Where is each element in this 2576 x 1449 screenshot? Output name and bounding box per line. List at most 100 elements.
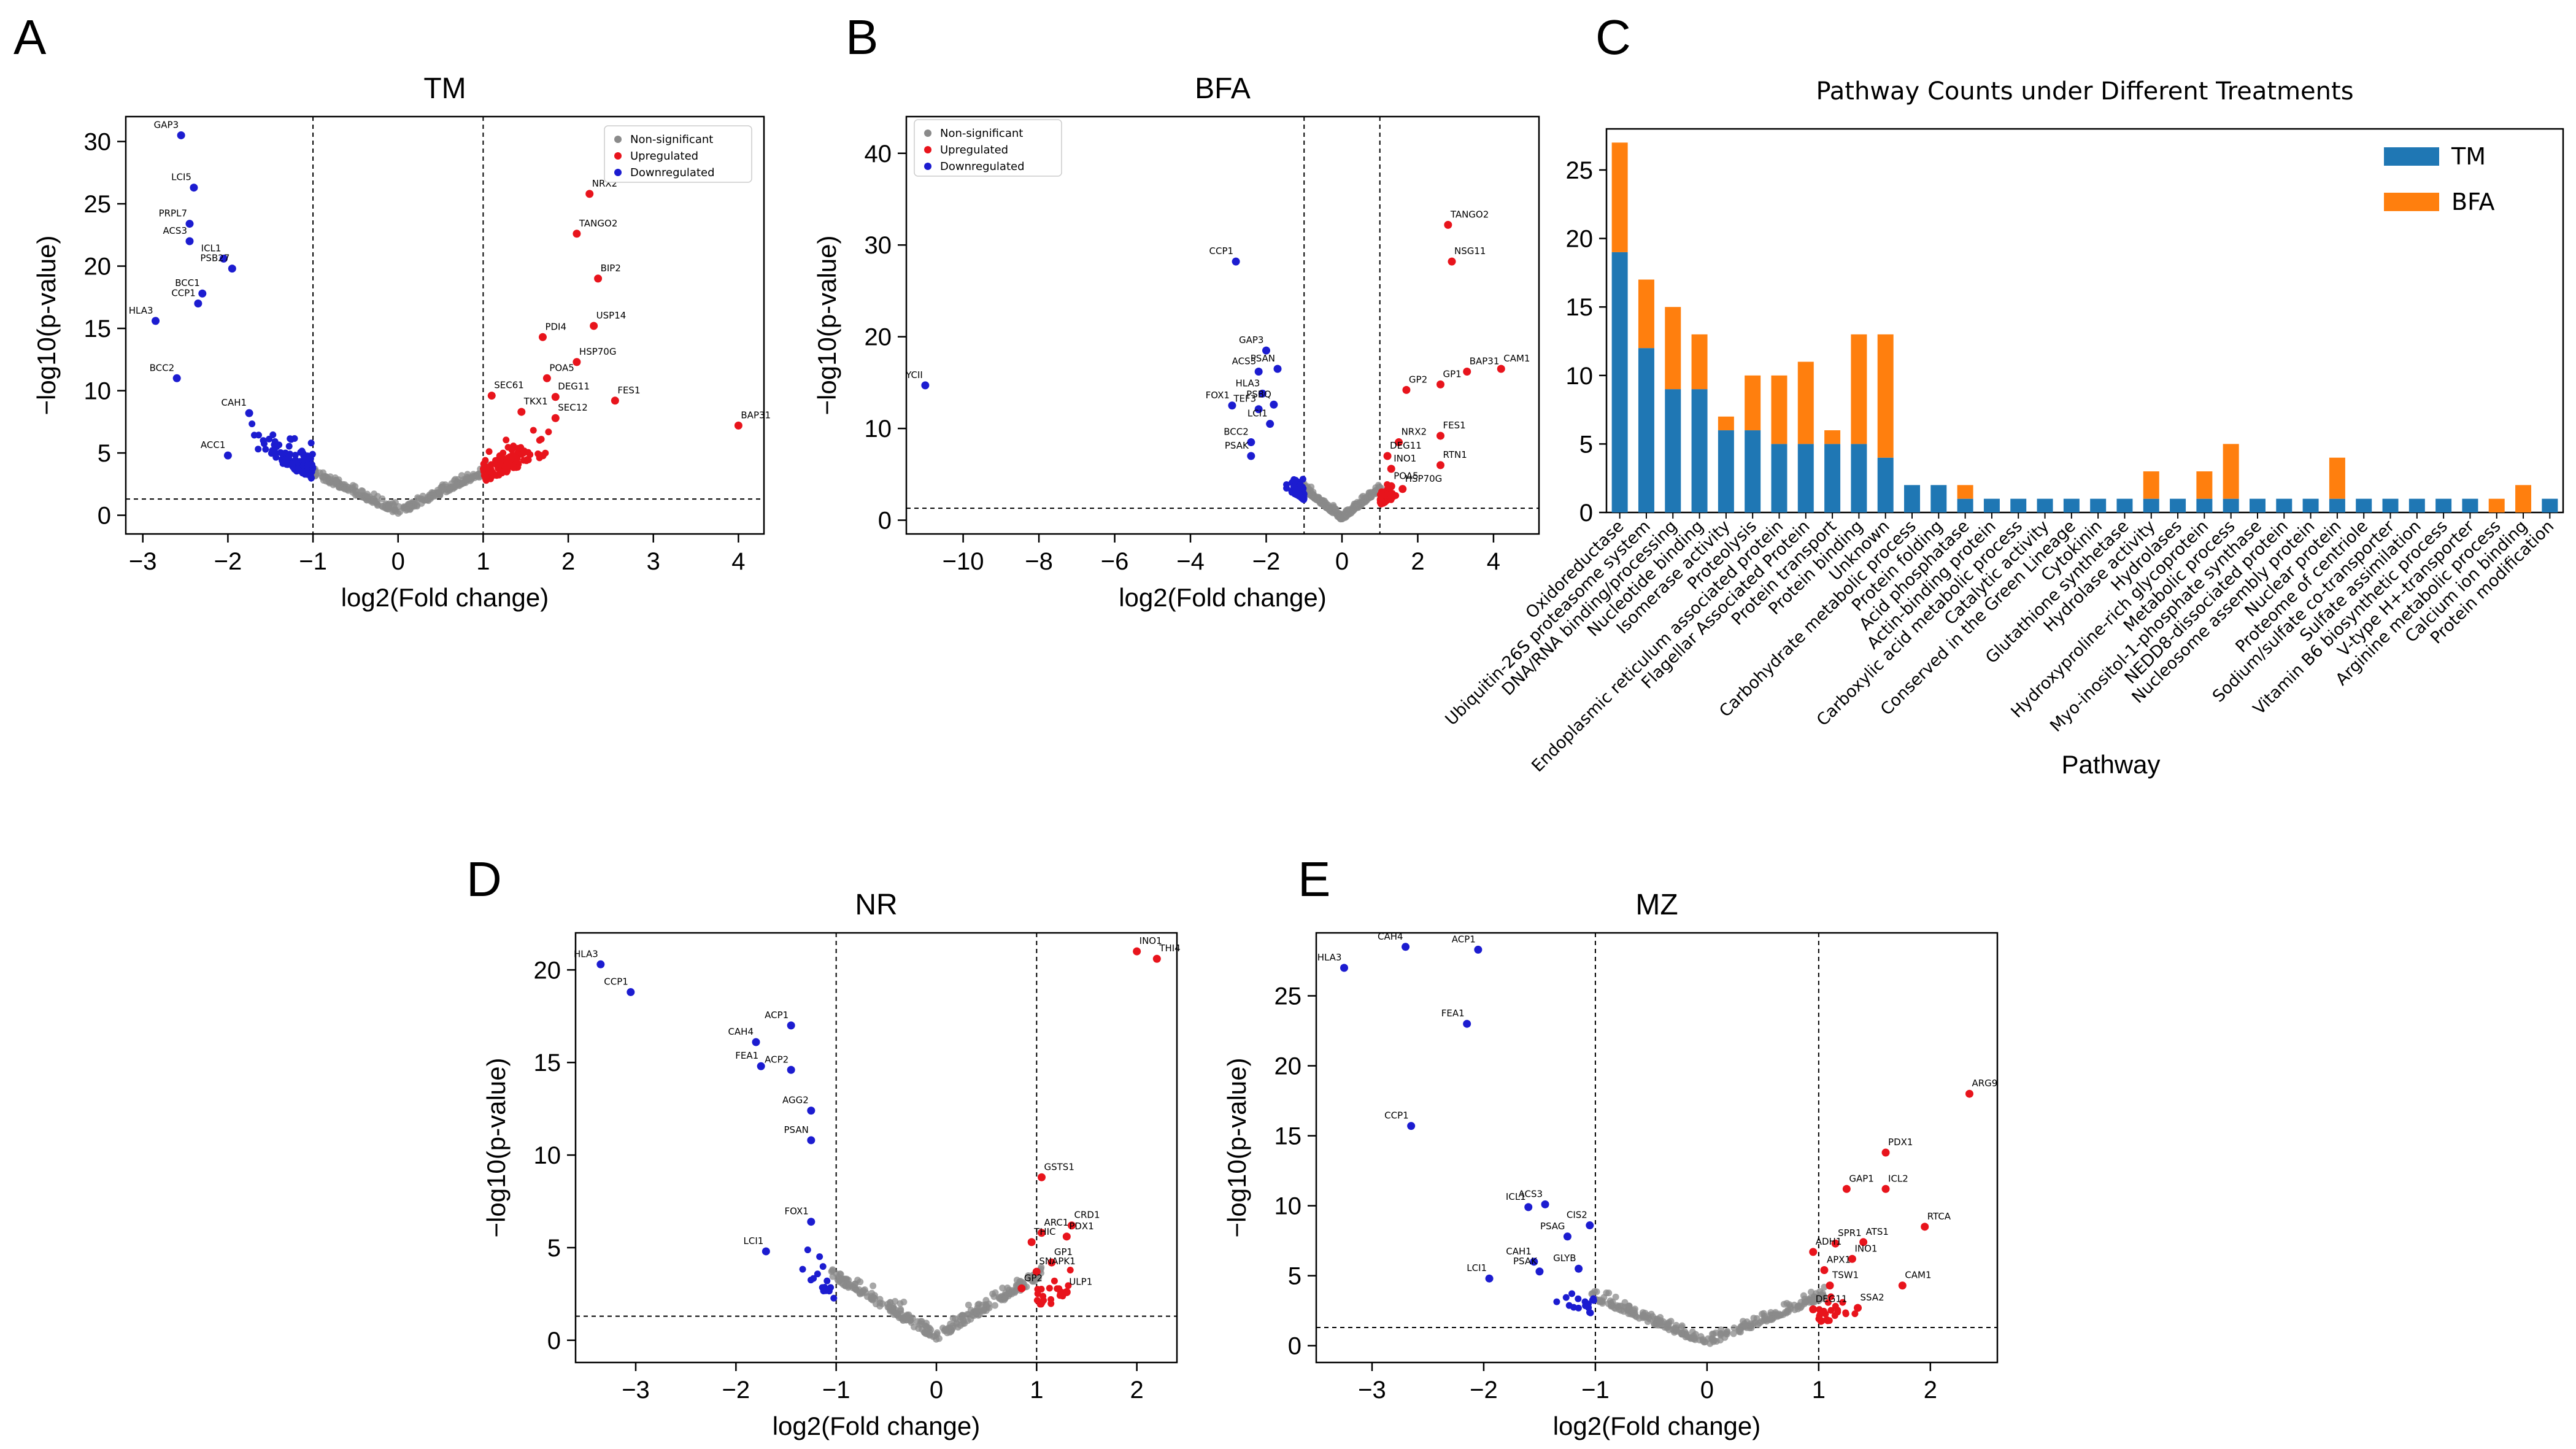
y-tick-label: 10 [84,378,112,405]
nonsig-point [1681,1328,1689,1335]
bar-tm [2223,498,2239,512]
labeled-gene-point [185,220,194,228]
downregulated-point [260,437,267,444]
downregulated-point [288,462,296,469]
labeled-gene-point [807,1136,816,1145]
labeled-gene-point [538,333,547,341]
upregulated-point [1839,1299,1846,1306]
gene-label: APX1 [1827,1254,1851,1265]
gene-label: HLA3 [1317,952,1342,963]
x-tick-label: −2 [1470,1377,1498,1404]
downregulated-point [1553,1298,1560,1305]
downregulated-point [271,438,279,445]
gene-label: YCII [905,369,923,381]
nonsig-point [1652,1316,1659,1323]
pathway-bar-chart: Pathway Counts under Different Treatment… [1442,77,2564,779]
labeled-gene-point [177,131,185,139]
nonsig-point [835,1278,843,1285]
labeled-gene-point [172,374,181,382]
nonsig-point [1612,1293,1619,1300]
nonsig-points [1588,1283,1828,1347]
upregulated-point [530,427,537,434]
bar-tm [2408,498,2425,512]
bar-bfa [1611,142,1628,252]
gene-label: AGG2 [782,1095,809,1106]
y-tick-label: 15 [1275,1123,1302,1150]
labeled-gene-point [573,230,581,238]
y-axis-label: −log10(p-value) [32,235,61,415]
nonsig-point [453,481,461,489]
labeled-gene-point [787,1065,795,1074]
downregulated-points [1283,476,1308,503]
bar-bfa [1718,416,1734,431]
nonsig-point [1308,490,1316,498]
bar-bfa [2223,444,2239,499]
bar-tm [1851,444,1867,512]
x-axis-label: Pathway [2061,750,2160,779]
legend-swatch [2384,193,2439,211]
gene-label: BCC2 [1224,427,1249,438]
gene-label: TEF3 [1233,393,1256,404]
upregulated-point [1816,1310,1824,1318]
gene-label: GAP3 [154,119,179,130]
gene-label: GP1 [1054,1246,1073,1258]
labeled-gene-point [1436,431,1444,440]
plot-frame [905,115,1540,535]
y-tick-label: 10 [1275,1193,1302,1220]
legend-marker [924,129,931,137]
labeled-gene-point [1232,257,1240,266]
gene-label: BCC1 [175,277,200,288]
gene-label: POA5 [1394,470,1418,481]
y-tick-label: 0 [1288,1333,1301,1360]
labeled-gene-point [517,408,526,416]
labeled-gene-point [1395,438,1403,447]
downregulated-point [808,1277,815,1284]
labeled-gene-point [1247,452,1255,460]
upregulated-point [1038,1285,1045,1293]
downregulated-point [304,461,312,468]
nonsig-point [1781,1308,1789,1316]
upregulated-point [1046,1285,1053,1292]
gene-label: GP2 [1409,374,1427,385]
upregulated-point [536,454,543,462]
downregulated-point [816,1253,823,1261]
labeled-gene-point [594,274,603,283]
bar-tm [1665,389,1681,512]
labeled-gene-point [1474,945,1483,954]
plot-frame [125,115,765,535]
nonsig-point [1759,1310,1766,1318]
y-tick-label: 25 [1275,983,1302,1010]
downregulated-point [1565,1302,1573,1309]
gene-label: NRX2 [1402,427,1427,438]
gene-label: ARG9 [1972,1078,1998,1089]
gene-label: CAM1 [1905,1270,1931,1281]
gene-label: HLA3 [1236,377,1260,388]
downregulated-point [307,439,315,447]
downregulated-point [1582,1302,1589,1310]
bar-bfa [2515,485,2532,512]
nonsig-point [920,1329,928,1336]
upregulated-point [485,448,493,455]
nonsig-point [331,474,339,482]
legend-frame [604,125,752,183]
labeled-gene-point [198,289,207,298]
volcano-tm: TM −3 −2 −1 0 1 2 3 4 0 5 10 15 20 25 30 log2(Fold chang… [32,72,771,612]
nonsig-point [447,484,454,491]
labeled-gene-point [1820,1266,1829,1275]
legend-marker [614,152,622,160]
downregulated-point [1575,1304,1582,1312]
nonsig-point [999,1285,1006,1292]
gene-label: CAH1 [1506,1246,1532,1257]
bar-bfa [1745,375,1761,431]
upregulated-point [497,457,504,465]
upregulated-point [480,460,487,468]
chart-title: Pathway Counts under Different Treatment… [1816,77,2353,106]
gene-label: GLYB [1553,1253,1576,1264]
gene-label: GP1 [1443,368,1461,379]
nonsig-point [1631,1305,1638,1313]
nonsig-point [992,1289,999,1296]
nonsig-point [390,506,397,514]
gene-label: PRPL7 [159,208,187,219]
